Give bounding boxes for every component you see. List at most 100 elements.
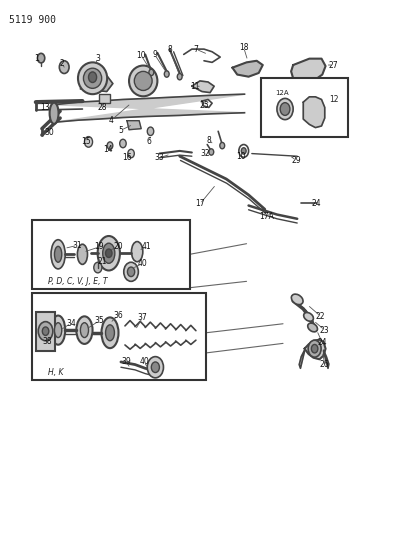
Text: 38: 38 — [42, 337, 51, 346]
Circle shape — [38, 53, 45, 63]
Circle shape — [147, 127, 154, 135]
Polygon shape — [303, 97, 325, 127]
Text: 24: 24 — [317, 338, 327, 348]
Ellipse shape — [131, 241, 143, 262]
Text: 8: 8 — [167, 45, 172, 54]
FancyBboxPatch shape — [36, 312, 55, 351]
Polygon shape — [80, 76, 113, 92]
Ellipse shape — [291, 294, 303, 305]
Circle shape — [241, 148, 246, 154]
Circle shape — [89, 72, 97, 83]
Text: 20: 20 — [113, 243, 123, 252]
Circle shape — [124, 262, 138, 281]
Text: 1: 1 — [35, 54, 40, 63]
Circle shape — [177, 74, 182, 80]
Ellipse shape — [308, 323, 317, 332]
Ellipse shape — [102, 317, 118, 348]
Circle shape — [147, 357, 164, 378]
Text: 40: 40 — [137, 260, 147, 268]
Circle shape — [107, 142, 113, 149]
Text: 3: 3 — [95, 54, 100, 62]
Text: 6: 6 — [147, 138, 152, 147]
Text: 27: 27 — [329, 61, 339, 69]
Text: 5: 5 — [118, 126, 123, 135]
Text: 18: 18 — [239, 43, 248, 52]
Circle shape — [311, 344, 318, 353]
Text: 33: 33 — [155, 154, 164, 163]
Ellipse shape — [55, 322, 62, 337]
Polygon shape — [192, 81, 214, 93]
Ellipse shape — [103, 243, 115, 263]
Text: 2: 2 — [60, 60, 64, 68]
Circle shape — [120, 139, 126, 148]
Text: 4: 4 — [109, 116, 113, 125]
Text: 17: 17 — [195, 199, 205, 208]
Circle shape — [220, 142, 225, 149]
Ellipse shape — [134, 71, 152, 91]
Ellipse shape — [304, 312, 313, 321]
Circle shape — [209, 149, 214, 155]
Ellipse shape — [78, 244, 87, 264]
Polygon shape — [54, 94, 244, 122]
Circle shape — [277, 99, 293, 119]
Text: 16: 16 — [122, 154, 132, 163]
Text: 14: 14 — [103, 145, 112, 154]
Text: H, K: H, K — [48, 368, 64, 377]
Circle shape — [308, 340, 321, 357]
Text: 25: 25 — [199, 101, 209, 110]
Circle shape — [106, 249, 112, 257]
Text: 35: 35 — [95, 316, 104, 325]
Ellipse shape — [80, 322, 89, 337]
Text: 22: 22 — [316, 312, 326, 321]
Text: 28: 28 — [98, 103, 107, 112]
Text: 31: 31 — [73, 241, 82, 250]
FancyBboxPatch shape — [261, 78, 348, 136]
Text: 36: 36 — [113, 311, 123, 320]
Circle shape — [38, 321, 53, 341]
Text: 5119 900: 5119 900 — [9, 14, 56, 25]
Ellipse shape — [98, 236, 120, 270]
Text: 12A: 12A — [275, 90, 289, 96]
Text: 23: 23 — [320, 326, 330, 335]
Circle shape — [84, 136, 93, 147]
Text: 26: 26 — [320, 360, 330, 368]
Circle shape — [127, 267, 135, 277]
Text: 9: 9 — [152, 50, 157, 59]
Ellipse shape — [51, 316, 65, 345]
Polygon shape — [324, 350, 329, 368]
Polygon shape — [233, 61, 263, 77]
Text: 21: 21 — [97, 257, 106, 265]
Text: 34: 34 — [66, 319, 76, 328]
Text: 15: 15 — [82, 137, 91, 146]
Text: 7: 7 — [193, 45, 198, 54]
Text: 19: 19 — [95, 243, 104, 252]
Text: 39: 39 — [121, 358, 131, 367]
Ellipse shape — [76, 317, 93, 344]
Circle shape — [59, 61, 69, 74]
Circle shape — [94, 262, 102, 273]
Text: 13: 13 — [40, 103, 50, 112]
Text: 24: 24 — [312, 199, 322, 208]
Text: P, D, C, V, J, E, T: P, D, C, V, J, E, T — [48, 277, 107, 286]
Text: 32: 32 — [200, 149, 210, 158]
Text: 10: 10 — [136, 51, 146, 60]
Polygon shape — [299, 350, 304, 368]
FancyBboxPatch shape — [32, 293, 206, 381]
Ellipse shape — [106, 325, 115, 341]
FancyBboxPatch shape — [32, 220, 190, 289]
Text: 37: 37 — [137, 313, 147, 322]
Text: 30: 30 — [44, 128, 54, 138]
Ellipse shape — [50, 103, 58, 124]
Text: 17A: 17A — [259, 212, 274, 221]
Text: 41: 41 — [142, 243, 151, 252]
Ellipse shape — [51, 240, 65, 269]
Polygon shape — [291, 59, 326, 82]
Circle shape — [151, 362, 160, 373]
Ellipse shape — [78, 62, 107, 94]
Circle shape — [42, 327, 49, 335]
Text: 8: 8 — [206, 136, 211, 145]
Polygon shape — [304, 340, 326, 359]
Text: 40: 40 — [139, 358, 149, 367]
Polygon shape — [127, 120, 141, 130]
Circle shape — [128, 149, 134, 158]
